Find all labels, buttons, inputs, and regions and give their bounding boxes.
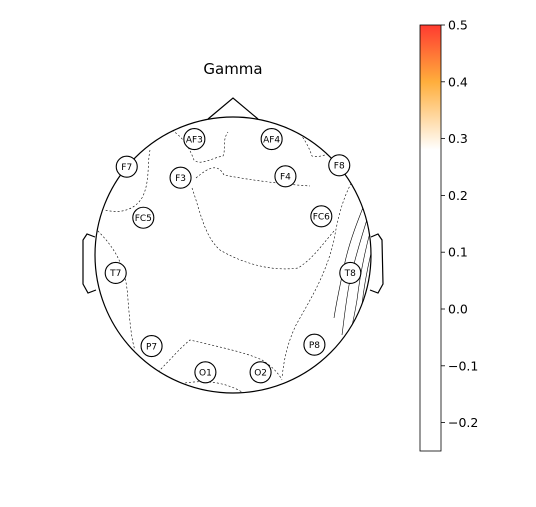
electrode-marker <box>260 128 283 151</box>
electrode-label: AF3 <box>186 135 203 145</box>
electrode-t8: T8 <box>339 261 362 284</box>
electrode-af4: AF4 <box>260 128 283 151</box>
electrode-f8: F8 <box>328 154 351 177</box>
right-ear-shape <box>369 233 384 294</box>
electrode-marker <box>183 128 206 151</box>
colorbar-tick-label: −0.1 <box>448 358 478 373</box>
electrode-label: F8 <box>334 162 345 172</box>
electrode-label: T7 <box>109 269 121 279</box>
electrode-t7: T7 <box>104 261 127 284</box>
contour-dashed <box>191 187 336 270</box>
electrode-marker <box>194 361 217 384</box>
nose-shape <box>207 97 259 120</box>
electrode-label: F7 <box>121 163 132 173</box>
head-outline <box>82 97 384 394</box>
electrode-marker <box>328 154 351 177</box>
electrode-label: T8 <box>344 269 356 279</box>
chart-title: Gamma <box>203 60 262 78</box>
electrode-o2: O2 <box>249 361 272 384</box>
electrode-p8: P8 <box>303 333 326 356</box>
contour-dashed <box>95 227 136 351</box>
colorbar-gradient <box>419 24 442 452</box>
electrode-af3: AF3 <box>183 128 206 151</box>
electrode-marker <box>249 361 272 384</box>
colorbar: 0.5 0.4 0.3 0.2 0.1 0.0 −0.1 −0.2 <box>419 18 478 452</box>
colorbar-tick-label: −0.2 <box>448 415 478 430</box>
colorbar-tick-label: 0.4 <box>448 74 468 89</box>
electrode-label: O1 <box>199 369 212 379</box>
electrode-label: P7 <box>146 342 157 352</box>
electrode-fc6: FC6 <box>310 205 333 228</box>
electrode-p7: P7 <box>140 335 163 358</box>
contour-solid <box>333 199 367 319</box>
contour-dashed <box>294 127 337 157</box>
electrode-marker <box>115 155 138 178</box>
electrode-label: F3 <box>175 174 186 184</box>
electrode-fc5: FC5 <box>132 206 155 229</box>
electrode-label: FC6 <box>313 213 330 223</box>
electrode-marker <box>132 206 155 229</box>
colorbar-tick-label: 0.0 <box>448 302 468 317</box>
colorbar-tick-label: 0.2 <box>448 188 468 203</box>
electrode-o1: O1 <box>194 361 217 384</box>
electrodes: AF3 AF4 F7 F3 F4 F8 FC5 FC6 T7 T8 P7 P8 O1 O2 <box>104 128 362 384</box>
electrode-f3: F3 <box>169 166 192 189</box>
contour-solid <box>350 224 371 331</box>
electrode-marker <box>274 165 297 188</box>
electrode-marker <box>140 335 163 358</box>
contour-dashed <box>104 149 151 212</box>
electrode-marker <box>339 261 362 284</box>
electrode-label: AF4 <box>263 135 280 145</box>
contour-dashed <box>157 339 283 381</box>
electrode-marker <box>169 166 192 189</box>
contour-dashed <box>281 169 361 379</box>
electrode-f7: F7 <box>115 155 138 178</box>
contour-dashed <box>184 381 243 393</box>
electrode-label: O2 <box>254 369 267 379</box>
colorbar-tick-label: 0.3 <box>448 131 468 146</box>
head-circle <box>94 116 372 394</box>
electrode-marker <box>310 205 333 228</box>
electrode-f4: F4 <box>274 165 297 188</box>
left-ear-shape <box>82 233 97 294</box>
electrode-label: P8 <box>309 341 320 351</box>
electrode-label: FC5 <box>135 214 152 224</box>
colorbar-ticks: 0.5 0.4 0.3 0.2 0.1 0.0 −0.1 −0.2 <box>441 18 478 430</box>
electrode-marker <box>104 261 127 284</box>
colorbar-tick-label: 0.1 <box>448 245 468 260</box>
colorbar-tick-label: 0.5 <box>448 18 468 33</box>
electrode-label: F4 <box>280 173 291 183</box>
electrode-marker <box>303 333 326 356</box>
